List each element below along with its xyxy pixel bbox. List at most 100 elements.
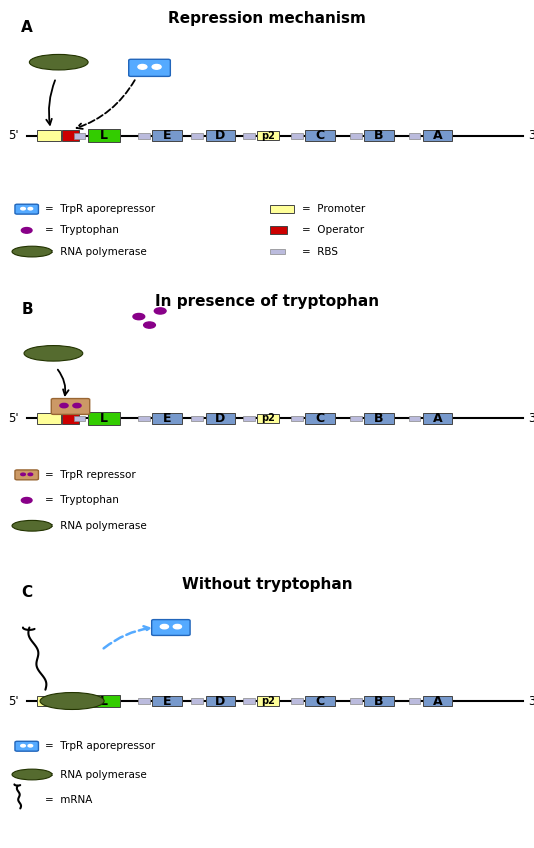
Text: =  TrpR aporepressor: = TrpR aporepressor [45,741,155,751]
Text: C: C [21,585,33,600]
Text: =  RNA polymerase: = RNA polymerase [45,769,147,779]
Bar [88,129,120,142]
Bar [37,131,61,141]
Text: =  RNA polymerase: = RNA polymerase [45,521,147,531]
Bar [191,416,203,421]
Text: Without tryptophan: Without tryptophan [182,577,352,592]
Bar [243,698,255,704]
Ellipse shape [29,54,88,70]
Text: D: D [215,129,225,142]
Text: Repression mechanism: Repression mechanism [168,11,366,26]
Bar [62,413,79,424]
Bar [364,413,394,424]
Bar [364,131,394,141]
Bar [243,416,255,421]
Circle shape [138,64,147,70]
Text: B: B [374,129,383,142]
Bar [350,133,362,138]
Bar [152,413,182,424]
Bar [138,698,150,704]
Bar [206,695,235,706]
Bar [138,416,150,421]
Text: =  Tryptophan: = Tryptophan [45,495,119,505]
Circle shape [21,498,32,503]
Bar [270,205,294,213]
FancyBboxPatch shape [15,470,38,480]
Text: p2: p2 [261,696,275,706]
Text: A: A [21,20,33,35]
Bar [74,698,85,704]
Ellipse shape [12,521,52,531]
Bar [291,698,303,704]
Text: 3': 3' [529,695,534,707]
Bar [350,416,362,421]
Circle shape [173,624,182,628]
Bar [62,131,79,141]
Bar [257,131,279,140]
Circle shape [144,322,155,328]
Circle shape [28,745,33,747]
Circle shape [133,314,145,320]
Text: E: E [163,695,171,707]
Bar [350,698,362,704]
Text: =  TrpR aporepressor: = TrpR aporepressor [45,204,155,215]
Text: p2: p2 [261,131,275,141]
Text: L: L [100,412,108,425]
Bar [206,413,235,424]
Text: A: A [433,129,443,142]
Circle shape [73,404,81,408]
Bar [206,131,235,141]
Bar [423,413,452,424]
Ellipse shape [40,693,104,710]
Bar [152,131,182,141]
Text: =  TrpR repressor: = TrpR repressor [45,470,136,480]
Circle shape [21,227,32,233]
Circle shape [21,473,25,476]
Bar [37,413,61,424]
Text: =  mRNA: = mRNA [45,795,93,805]
Text: C: C [316,129,325,142]
Text: E: E [163,129,171,142]
Text: C: C [316,695,325,707]
Text: B: B [374,412,383,425]
Text: 5': 5' [8,129,19,142]
Text: =  Promoter: = Promoter [302,204,365,215]
Bar [270,248,285,254]
Bar [138,133,150,138]
Bar [191,133,203,138]
Bar [88,695,120,707]
Text: D: D [215,695,225,707]
Text: 5': 5' [8,412,19,425]
Circle shape [21,208,25,210]
Bar [270,226,287,234]
Bar [364,695,394,706]
Bar [291,133,303,138]
Bar [305,695,335,706]
Circle shape [152,64,161,70]
Text: B: B [21,303,33,317]
Text: =  Tryptophan: = Tryptophan [45,226,119,236]
Bar [74,133,85,138]
Circle shape [154,308,166,314]
FancyBboxPatch shape [152,620,190,635]
Bar [243,133,255,138]
Text: L: L [100,695,108,707]
Bar [291,416,303,421]
Circle shape [28,473,33,476]
Text: p2: p2 [261,413,275,423]
Text: 3': 3' [529,129,534,142]
Bar [423,131,452,141]
Ellipse shape [12,246,52,257]
Text: 5': 5' [8,695,19,707]
Text: D: D [215,412,225,425]
Bar [409,133,420,138]
Text: =  RNA polymerase: = RNA polymerase [45,247,147,257]
Bar [257,414,279,423]
Bar [257,696,279,706]
Text: In presence of tryptophan: In presence of tryptophan [155,294,379,309]
Bar [423,695,452,706]
Bar [305,131,335,141]
Ellipse shape [24,346,83,361]
Bar [74,416,85,421]
Text: L: L [100,129,108,142]
